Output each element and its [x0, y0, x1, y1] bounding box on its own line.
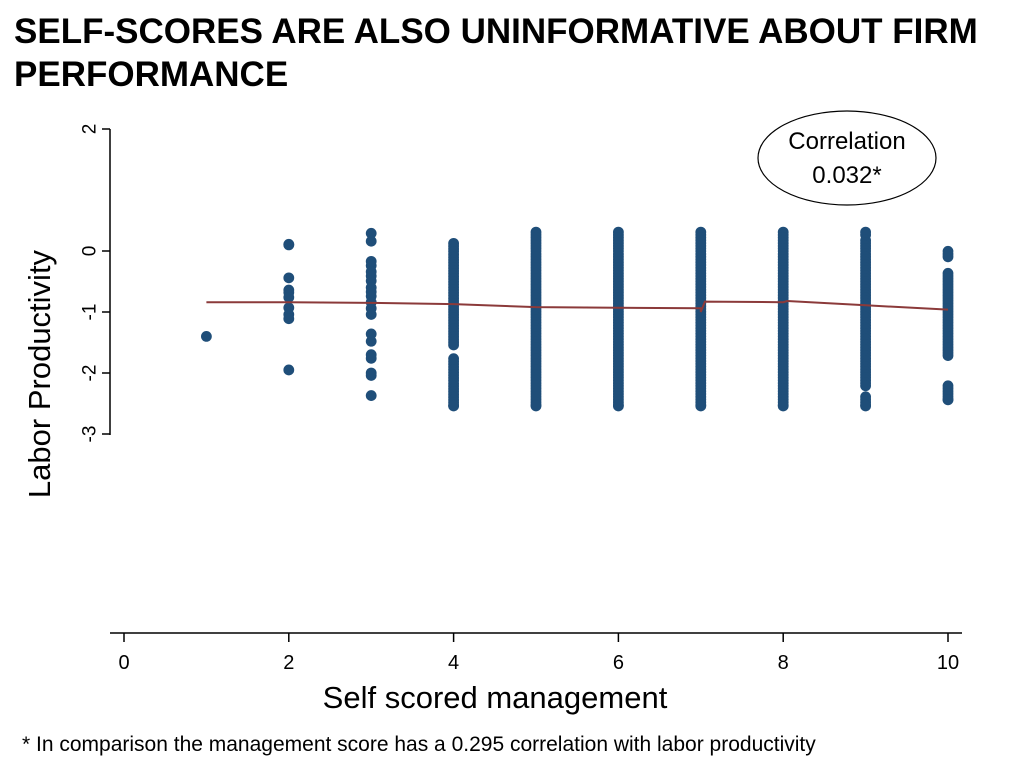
data-point	[365, 309, 377, 320]
data-point	[448, 339, 459, 351]
data-point	[283, 313, 295, 325]
data-point	[365, 235, 377, 247]
data-point	[365, 335, 377, 347]
y-axis-label: Labor Productivity	[22, 249, 57, 498]
scatter-points	[201, 226, 954, 412]
data-point	[695, 400, 707, 412]
x-tick-label: 6	[613, 652, 624, 674]
annotation-line2: 0.032*	[812, 162, 881, 189]
data-point	[613, 400, 624, 412]
data-point	[530, 400, 542, 412]
annotation-ellipse	[757, 110, 937, 206]
x-tick-label: 4	[448, 652, 459, 674]
y-tick-label: 0	[80, 246, 101, 257]
data-point	[448, 400, 459, 412]
data-point	[365, 390, 377, 401]
data-point	[283, 291, 295, 303]
data-point	[365, 352, 377, 364]
trend-line	[206, 299, 949, 313]
data-point	[860, 400, 871, 412]
data-point	[365, 370, 377, 381]
data-point	[942, 394, 954, 406]
data-point	[283, 272, 295, 284]
data-point	[283, 364, 295, 376]
footnote: * In comparison the management score has…	[22, 733, 816, 756]
correlation-annotation: Correlation 0.032*	[757, 110, 937, 206]
x-tick-label: 0	[118, 652, 129, 674]
y-tick-label: -1	[80, 304, 101, 321]
y-tick-label: 2	[80, 124, 101, 135]
data-point	[860, 380, 871, 392]
y-tick-label: -3	[80, 426, 101, 443]
x-axis: 0 2 4 6 8 10	[110, 632, 962, 674]
data-point	[283, 238, 295, 250]
x-tick-label: 8	[778, 652, 789, 674]
data-point	[365, 227, 377, 239]
data-point	[942, 350, 954, 362]
x-tick-label: 10	[937, 652, 959, 674]
x-tick-label: 2	[283, 652, 294, 674]
trend-line-group	[206, 299, 949, 313]
x-axis-label: Self scored management	[323, 680, 668, 715]
data-point	[201, 331, 212, 342]
y-axis: 2 0 -1 -2 -3	[80, 124, 111, 443]
y-tick-label: -2	[80, 365, 101, 382]
annotation-line1: Correlation	[788, 128, 905, 155]
data-point	[942, 251, 954, 263]
data-point	[777, 400, 789, 412]
slide-title: SELF-SCORES ARE ALSO UNINFORMATIVE ABOUT…	[14, 12, 978, 94]
